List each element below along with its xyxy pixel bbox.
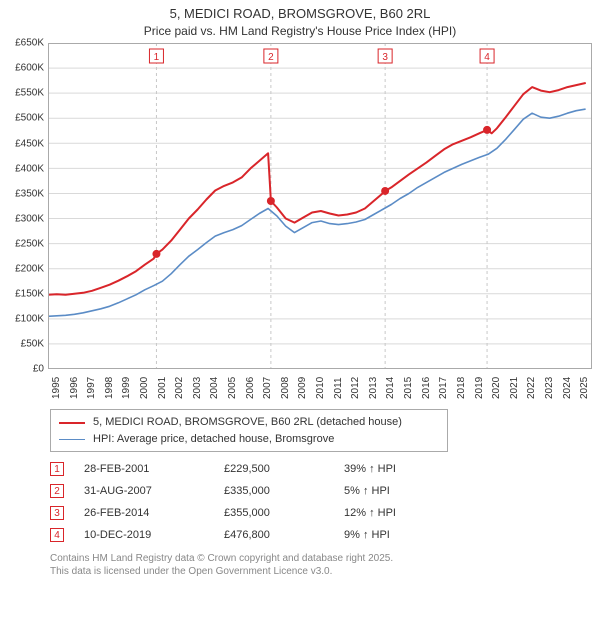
x-tick-label: 2016 xyxy=(421,377,423,399)
x-tick-label: 1998 xyxy=(104,377,106,399)
y-tick-label: £500K xyxy=(15,113,44,124)
svg-text:4: 4 xyxy=(484,52,490,63)
x-tick-label: 2017 xyxy=(438,377,440,399)
legend-row: HPI: Average price, detached house, Brom… xyxy=(59,431,439,448)
footer-line-2: This data is licensed under the Open Gov… xyxy=(50,565,592,578)
sale-price: £229,500 xyxy=(224,463,344,475)
y-tick-label: £0 xyxy=(33,364,44,375)
y-tick-label: £50K xyxy=(21,339,44,350)
sale-price: £335,000 xyxy=(224,485,344,497)
chart-area: £0 £50K £100K £150K £200K £250K £300K £350K £400… xyxy=(8,43,592,403)
plot-svg: 1 2 3 4 xyxy=(48,43,592,369)
x-tick-label: 2010 xyxy=(315,377,317,399)
legend-swatch xyxy=(59,439,85,440)
sale-date: 26-FEB-2014 xyxy=(84,507,224,519)
legend-row: 5, MEDICI ROAD, BROMSGROVE, B60 2RL (det… xyxy=(59,414,439,431)
x-tick-label: 2022 xyxy=(526,377,528,399)
sale-row: 1 28-FEB-2001£229,50039% ↑ HPI xyxy=(50,458,592,480)
x-tick-label: 2005 xyxy=(227,377,229,399)
x-tick-label: 2003 xyxy=(192,377,194,399)
y-tick-label: £450K xyxy=(15,138,44,149)
svg-text:2: 2 xyxy=(268,52,274,63)
y-tick-label: £400K xyxy=(15,163,44,174)
y-tick-label: £350K xyxy=(15,188,44,199)
chart-title: 5, MEDICI ROAD, BROMSGROVE, B60 2RL xyxy=(8,6,592,22)
x-tick-label: 2024 xyxy=(562,377,564,399)
x-tick-label: 2014 xyxy=(385,377,387,399)
sale-marker: 2 xyxy=(50,484,64,498)
sale-date: 31-AUG-2007 xyxy=(84,485,224,497)
x-tick-label: 2012 xyxy=(350,377,352,399)
x-tick-label: 1996 xyxy=(69,377,71,399)
sale-diff: 5% ↑ HPI xyxy=(344,485,484,497)
x-tick-label: 2025 xyxy=(579,377,581,399)
x-tick-label: 2023 xyxy=(544,377,546,399)
legend: 5, MEDICI ROAD, BROMSGROVE, B60 2RL (det… xyxy=(50,409,448,452)
y-tick-label: £550K xyxy=(15,88,44,99)
sales-table: 128-FEB-2001£229,50039% ↑ HPI231-AUG-200… xyxy=(50,458,592,546)
y-tick-label: £300K xyxy=(15,213,44,224)
sale-marker: 3 xyxy=(50,506,64,520)
footer-attribution: Contains HM Land Registry data © Crown c… xyxy=(50,552,592,578)
x-tick-label: 2020 xyxy=(491,377,493,399)
legend-swatch xyxy=(59,422,85,424)
y-axis-labels: £0£50K£100K£150K£200K£250K£300K£350K£400… xyxy=(8,43,48,369)
sale-date: 10-DEC-2019 xyxy=(84,529,224,541)
x-tick-label: 2019 xyxy=(474,377,476,399)
svg-text:3: 3 xyxy=(382,52,388,63)
x-tick-label: 2011 xyxy=(333,378,335,400)
y-tick-label: £250K xyxy=(15,238,44,249)
sale-row: 2 31-AUG-2007£335,0005% ↑ HPI xyxy=(50,480,592,502)
x-tick-label: 2021 xyxy=(509,377,511,399)
x-tick-label: 2008 xyxy=(280,377,282,399)
y-tick-label: £150K xyxy=(15,289,44,300)
chart-subtitle: Price paid vs. HM Land Registry's House … xyxy=(8,24,592,39)
sale-row: 3 26-FEB-2014£355,00012% ↑ HPI xyxy=(50,502,592,524)
x-tick-label: 2013 xyxy=(368,377,370,399)
y-tick-label: £650K xyxy=(15,38,44,49)
sale-diff: 39% ↑ HPI xyxy=(344,463,484,475)
x-tick-label: 2002 xyxy=(174,377,176,399)
sale-marker: 1 xyxy=(50,462,64,476)
x-tick-label: 2006 xyxy=(245,377,247,399)
x-tick-label: 2004 xyxy=(209,377,211,399)
x-tick-label: 2000 xyxy=(139,377,141,399)
sale-diff: 9% ↑ HPI xyxy=(344,529,484,541)
sale-row: 4 10-DEC-2019£476,8009% ↑ HPI xyxy=(50,524,592,546)
x-tick-label: 1995 xyxy=(51,377,53,399)
sale-diff: 12% ↑ HPI xyxy=(344,507,484,519)
svg-text:1: 1 xyxy=(154,52,160,63)
x-tick-label: 2015 xyxy=(403,377,405,399)
y-tick-label: £100K xyxy=(15,314,44,325)
sale-price: £355,000 xyxy=(224,507,344,519)
legend-label: HPI: Average price, detached house, Brom… xyxy=(93,431,334,448)
x-tick-label: 2018 xyxy=(456,377,458,399)
sale-price: £476,800 xyxy=(224,529,344,541)
legend-label: 5, MEDICI ROAD, BROMSGROVE, B60 2RL (det… xyxy=(93,414,402,431)
sale-date: 28-FEB-2001 xyxy=(84,463,224,475)
sale-marker: 4 xyxy=(50,528,64,542)
x-tick-label: 2007 xyxy=(262,377,264,399)
x-tick-label: 1997 xyxy=(86,377,88,399)
footer-line-1: Contains HM Land Registry data © Crown c… xyxy=(50,552,592,565)
y-tick-label: £200K xyxy=(15,263,44,274)
y-tick-label: £600K xyxy=(15,63,44,74)
x-tick-label: 2001 xyxy=(157,377,159,399)
x-tick-label: 2009 xyxy=(297,377,299,399)
x-axis-labels: 1995 1996 1997 1998 1999 2000 2001 2002 2003 2004… xyxy=(48,369,592,403)
x-tick-label: 1999 xyxy=(121,377,123,399)
